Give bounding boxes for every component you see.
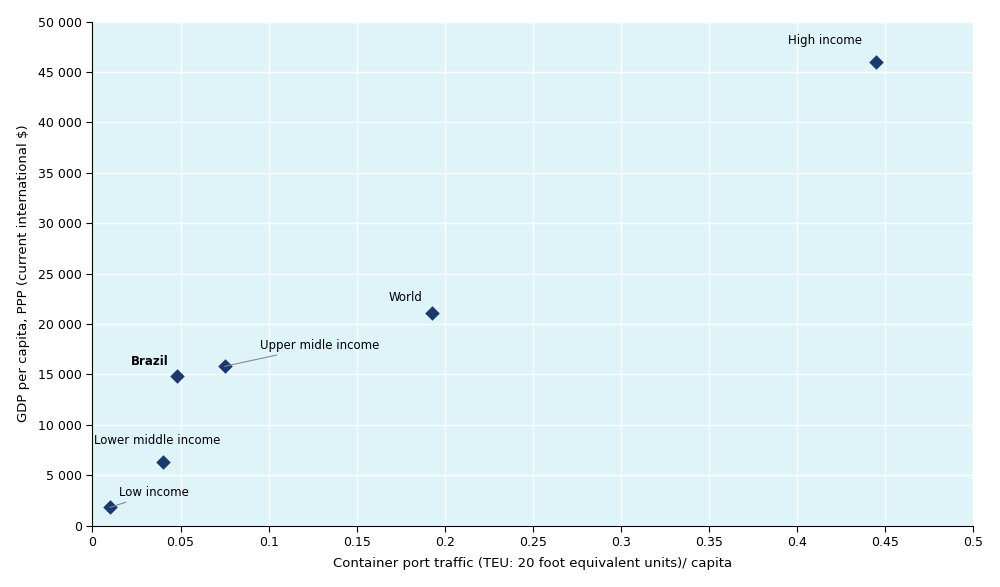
Y-axis label: GDP per capita, PPP (current international $): GDP per capita, PPP (current internation… [17, 125, 30, 423]
Text: Lower middle income: Lower middle income [94, 434, 221, 447]
Text: High income: High income [788, 34, 862, 47]
Point [102, 502, 118, 512]
Point [155, 457, 171, 467]
Text: World: World [388, 291, 422, 304]
Text: Brazil: Brazil [131, 355, 169, 369]
Point [868, 58, 884, 67]
Point [217, 362, 233, 371]
Text: Upper midle income: Upper midle income [225, 339, 379, 366]
Text: Low income: Low income [110, 487, 189, 507]
X-axis label: Container port traffic (TEU: 20 foot equivalent units)/ capita: Container port traffic (TEU: 20 foot equ… [333, 557, 732, 571]
Point [169, 372, 185, 381]
Point [424, 308, 440, 318]
